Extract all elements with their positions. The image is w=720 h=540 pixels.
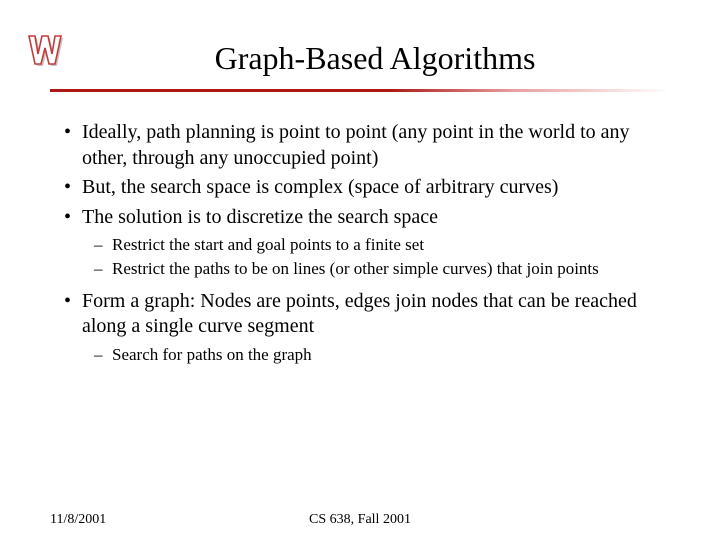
- bullet-list: Ideally, path planning is point to point…: [60, 120, 660, 366]
- sub-bullet-item: Search for paths on the graph: [82, 344, 660, 366]
- bullet-item: Ideally, path planning is point to point…: [60, 120, 660, 171]
- sub-bullet-list: Restrict the start and goal points to a …: [82, 234, 660, 280]
- sub-bullet-list: Search for paths on the graph: [82, 344, 660, 366]
- bullet-text: Ideally, path planning is point to point…: [82, 121, 630, 169]
- sub-bullet-text: Search for paths on the graph: [112, 345, 312, 364]
- bullet-text: Form a graph: Nodes are points, edges jo…: [82, 290, 637, 338]
- footer-course: CS 638, Fall 2001: [309, 512, 411, 528]
- bullet-item: The solution is to discretize the search…: [60, 205, 660, 281]
- bullet-text: But, the search space is complex (space …: [82, 176, 558, 198]
- bullet-text: The solution is to discretize the search…: [82, 206, 438, 228]
- sub-bullet-text: Restrict the paths to be on lines (or ot…: [112, 259, 599, 278]
- sub-bullet-item: Restrict the start and goal points to a …: [82, 234, 660, 256]
- slide-header: Graph-Based Algorithms: [50, 40, 670, 92]
- footer-date: 11/8/2001: [50, 512, 106, 528]
- bullet-item: Form a graph: Nodes are points, edges jo…: [60, 289, 660, 366]
- slide-title: Graph-Based Algorithms: [50, 40, 670, 77]
- title-underline: [50, 89, 670, 92]
- slide: Graph-Based Algorithms Ideally, path pla…: [0, 0, 720, 540]
- bullet-item: But, the search space is complex (space …: [60, 175, 660, 201]
- sub-bullet-text: Restrict the start and goal points to a …: [112, 235, 424, 254]
- slide-content: Ideally, path planning is point to point…: [50, 102, 670, 366]
- sub-bullet-item: Restrict the paths to be on lines (or ot…: [82, 258, 660, 280]
- wisconsin-logo-icon: [25, 30, 73, 72]
